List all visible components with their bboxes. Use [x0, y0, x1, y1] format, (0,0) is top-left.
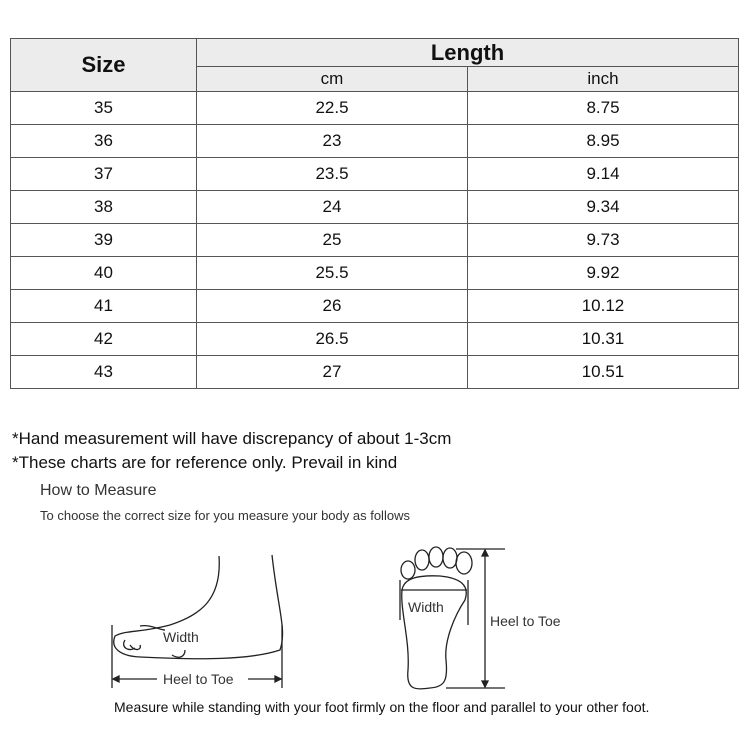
cell-cm: 23	[196, 124, 468, 158]
cell-inch: 10.12	[467, 289, 739, 323]
cell-inch: 9.34	[467, 190, 739, 224]
cell-inch: 8.75	[467, 91, 739, 125]
cell-size: 41	[10, 289, 197, 323]
side-width-label: Width	[163, 629, 199, 645]
cell-size: 39	[10, 223, 197, 257]
cell-size: 43	[10, 355, 197, 389]
cell-size: 40	[10, 256, 197, 290]
note-reference: *These charts are for reference only. Pr…	[12, 453, 398, 472]
sole-foot-icon	[399, 546, 505, 690]
note-discrepancy: *Hand measurement will have discrepancy …	[12, 429, 452, 448]
sole-length-label: Heel to Toe	[490, 613, 561, 629]
cell-cm: 27	[196, 355, 468, 389]
cell-cm: 24	[196, 190, 468, 224]
length-header: Length	[196, 38, 739, 67]
cell-cm: 26	[196, 289, 468, 323]
cell-cm: 22.5	[196, 91, 468, 125]
cell-cm: 25	[196, 223, 468, 257]
cell-inch: 8.95	[467, 124, 739, 158]
cell-size: 36	[10, 124, 197, 158]
table-row: 43 27 10.51	[10, 355, 739, 389]
table-row: 38 24 9.34	[10, 190, 739, 224]
side-length-label: Heel to Toe	[163, 671, 234, 687]
cell-cm: 25.5	[196, 256, 468, 290]
table-row: 35 22.5 8.75	[10, 91, 739, 125]
size-header: Size	[10, 38, 197, 92]
cell-size: 37	[10, 157, 197, 191]
cell-inch: 9.92	[467, 256, 739, 290]
cell-cm: 26.5	[196, 322, 468, 356]
table-row: 41 26 10.12	[10, 289, 739, 323]
table-row: 36 23 8.95	[10, 124, 739, 158]
cell-cm: 23.5	[196, 157, 468, 191]
cell-inch: 10.51	[467, 355, 739, 389]
how-to-measure-subtitle: To choose the correct size for you measu…	[40, 508, 410, 523]
size-chart-table: Size Length cm inch 35 22.5 8.75 36 23 8.95 37 23…	[10, 38, 739, 389]
side-foot-icon	[111, 554, 284, 688]
table-row: 40 25.5 9.92	[10, 256, 739, 290]
sole-width-label: Width	[408, 599, 444, 615]
measure-instruction: Measure while standing with your foot fi…	[114, 699, 650, 715]
how-to-measure-title: How to Measure	[40, 482, 157, 499]
